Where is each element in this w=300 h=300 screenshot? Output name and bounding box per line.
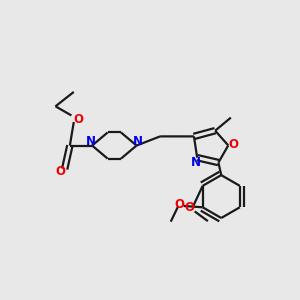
Text: O: O [73,113,83,126]
Text: N: N [86,136,96,148]
Text: N: N [133,136,142,148]
Text: O: O [55,165,65,178]
Text: O: O [184,201,194,214]
Text: N: N [191,156,201,169]
Text: O: O [175,198,185,211]
Text: O: O [229,138,238,151]
